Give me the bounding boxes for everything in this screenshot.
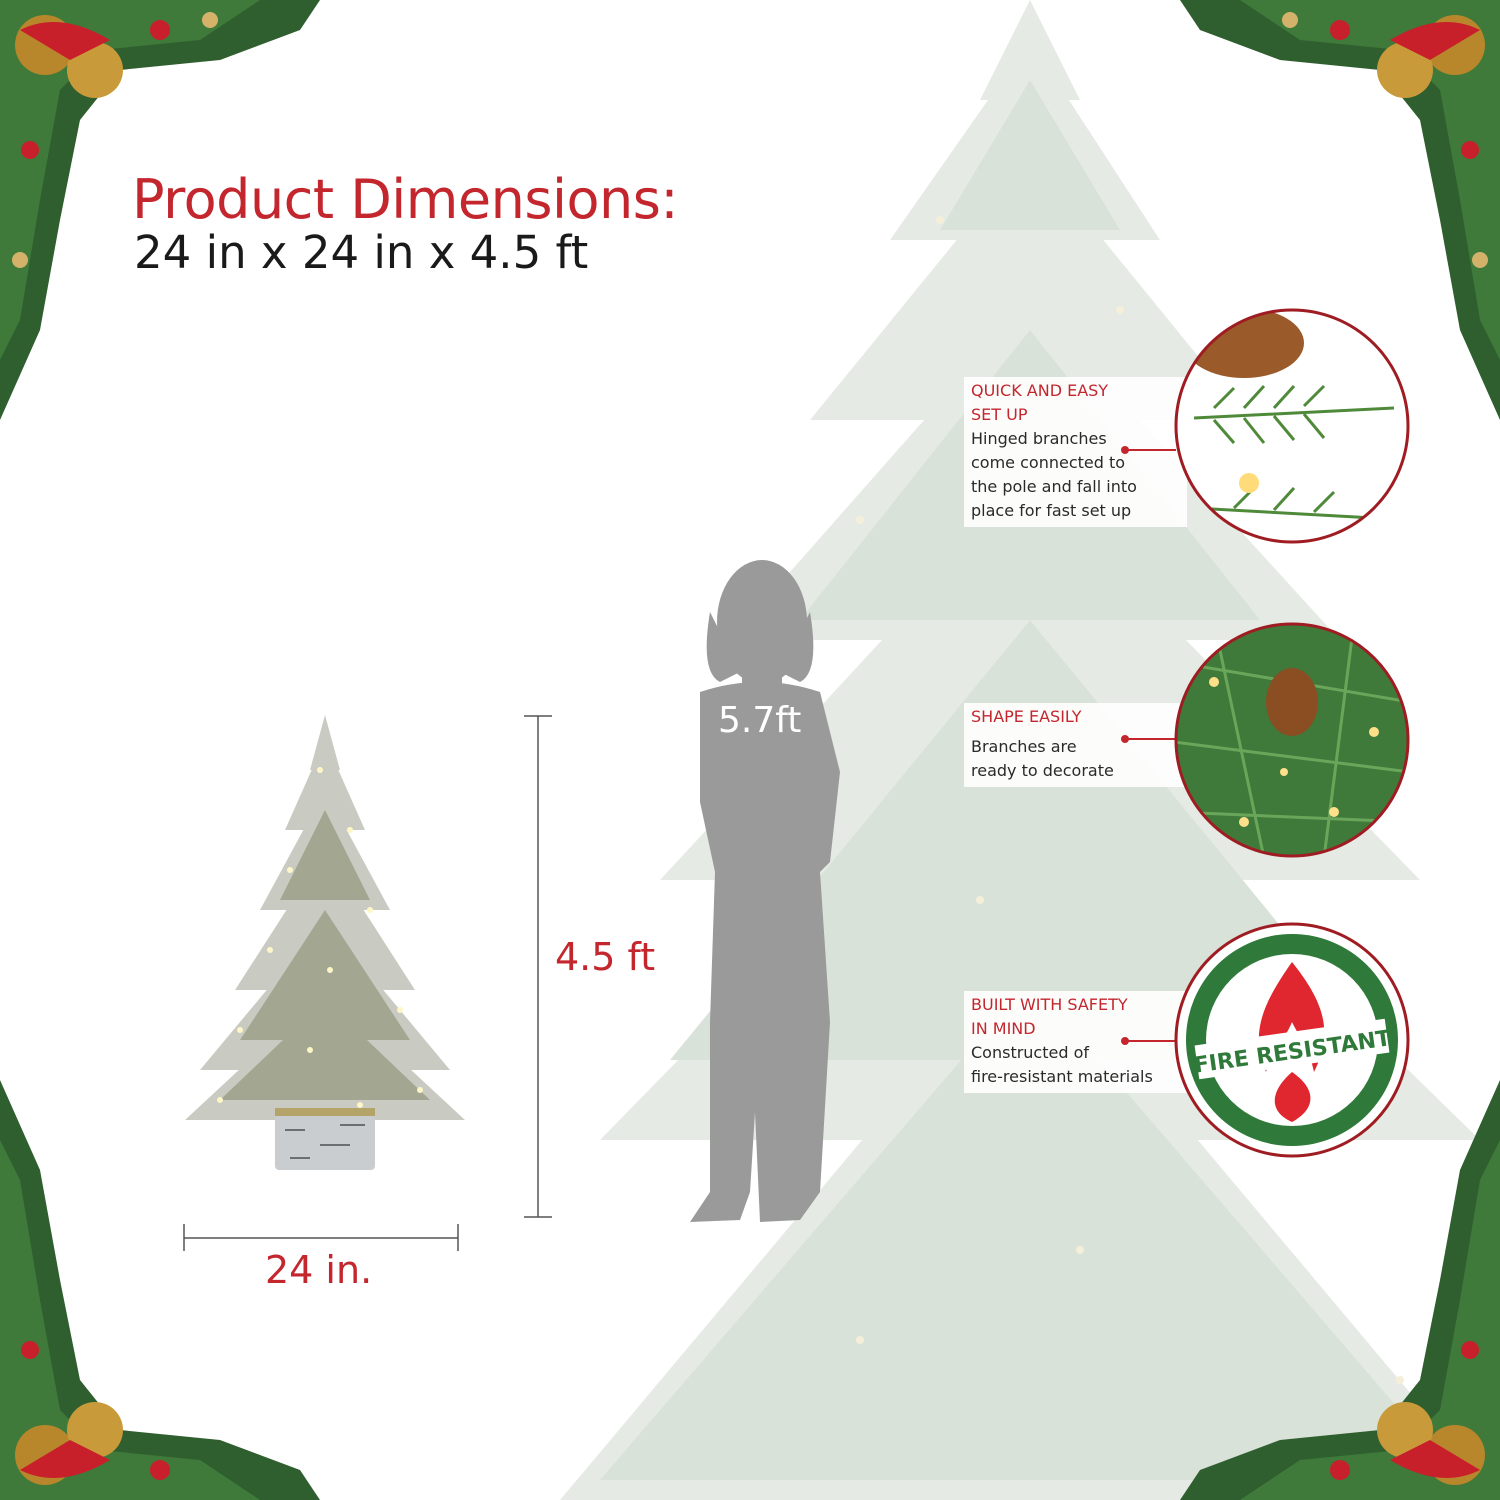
callout-connector <box>1121 1037 1176 1045</box>
feature-description: place for fast set up <box>971 501 1132 520</box>
feature-description: Branches are <box>971 737 1077 756</box>
garland-corner-top-left <box>0 0 320 420</box>
callout-connector <box>1121 446 1176 454</box>
feature-description: Constructed of <box>971 1043 1090 1062</box>
tree-height-label: 4.5 ft <box>555 935 656 979</box>
person-height-label: 5.7ft <box>718 700 802 741</box>
feature-description: the pole and fall into <box>971 477 1137 496</box>
branch-closeup-circle <box>1174 308 1410 544</box>
feature-description: fire-resistant materials <box>971 1067 1153 1086</box>
feature-title: QUICK AND EASY <box>971 381 1109 400</box>
feature-title: BUILT WITH SAFETY <box>971 995 1128 1014</box>
feature-shape-easily: SHAPE EASILY Branches are ready to decor… <box>964 703 1187 787</box>
callout-connector <box>1121 735 1176 743</box>
feature-quick-setup: QUICK AND EASY SET UP Hinged branches co… <box>964 377 1187 527</box>
fire-resistant-badge: FIRE RESISTANT <box>1174 922 1410 1158</box>
feature-title: IN MIND <box>971 1019 1036 1038</box>
garland-corner-bottom-right <box>1180 1080 1500 1500</box>
pinecone-closeup-circle <box>1174 622 1410 858</box>
product-tree-image <box>185 715 465 1170</box>
dimensions-summary: 24 in x 24 in x 4.5 ft <box>134 226 589 279</box>
tree-width-label: 24 in. <box>265 1248 373 1292</box>
feature-title: SHAPE EASILY <box>971 707 1082 726</box>
birch-pot <box>275 1108 375 1170</box>
feature-description: come connected to <box>971 453 1126 472</box>
feature-title: SET UP <box>971 405 1028 424</box>
person-silhouette <box>690 560 840 1222</box>
feature-description: Hinged branches <box>971 429 1107 448</box>
feature-description: ready to decorate <box>971 761 1114 780</box>
garland-corner-bottom-left <box>0 1080 320 1500</box>
feature-safety: BUILT WITH SAFETY IN MIND Constructed of… <box>964 991 1187 1093</box>
garland-corner-top-right <box>1180 0 1500 420</box>
page-title: Product Dimensions: <box>132 168 679 231</box>
